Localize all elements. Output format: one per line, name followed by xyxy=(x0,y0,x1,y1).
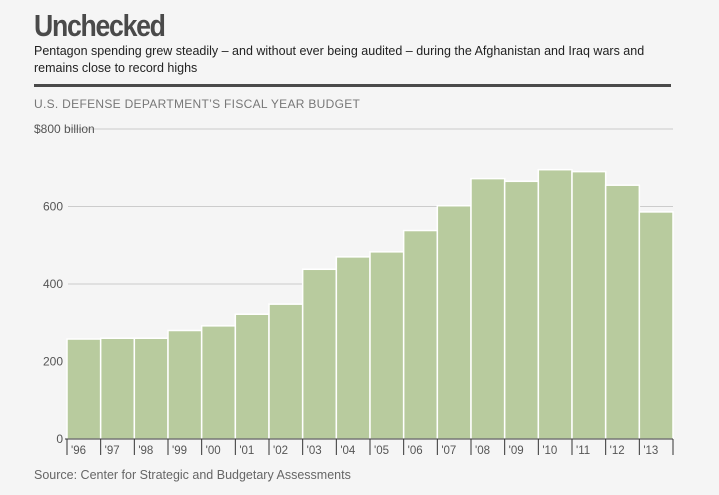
chart-title: Unchecked xyxy=(34,8,166,43)
bar-08 xyxy=(470,177,506,440)
source-note: Source: Center for Strategic and Budgeta… xyxy=(34,468,351,482)
x-tick-label: '01 xyxy=(239,445,254,457)
x-tick-label: '13 xyxy=(643,445,658,457)
y-tick-label: 0 xyxy=(56,432,63,446)
x-tick-label: '12 xyxy=(610,445,625,457)
bar-05 xyxy=(369,251,405,440)
bar-09 xyxy=(503,180,540,440)
chart-subtitle: Pentagon spending grew steadily – and wi… xyxy=(34,44,645,75)
x-tick-label: '09 xyxy=(509,445,524,457)
bar-07 xyxy=(436,204,472,440)
x-tick-label: '06 xyxy=(408,445,423,457)
bar-12 xyxy=(604,184,641,440)
x-tick-label: '07 xyxy=(441,445,456,457)
bar-01 xyxy=(234,313,270,440)
bar-02 xyxy=(268,303,304,440)
bar-10 xyxy=(537,168,573,440)
x-tick-label: '10 xyxy=(542,445,557,457)
chart-label: U.S. DEFENSE DEPARTMENT’S FISCAL YEAR BU… xyxy=(34,97,361,111)
bar-99 xyxy=(167,329,203,440)
x-tick-label: '97 xyxy=(105,445,120,457)
bar-03 xyxy=(301,268,338,440)
x-tick-label: '04 xyxy=(340,445,356,457)
x-tick-label: '98 xyxy=(138,445,153,457)
bar-11 xyxy=(571,170,607,440)
x-tick-label: '03 xyxy=(307,445,322,457)
y-tick-label: $800 billion xyxy=(34,122,95,136)
bar-13 xyxy=(638,211,674,440)
x-tick-label: '11 xyxy=(576,445,590,457)
y-tick-label: 600 xyxy=(43,200,63,214)
x-tick-label: '05 xyxy=(374,445,389,457)
x-tick-label: '02 xyxy=(273,445,288,457)
bar-97 xyxy=(99,337,136,440)
y-tick-label: 200 xyxy=(43,355,63,369)
y-tick-label: 400 xyxy=(43,277,63,291)
bar-06 xyxy=(402,229,439,440)
bar-04 xyxy=(335,256,371,440)
x-tick-label: '96 xyxy=(71,445,86,457)
x-tick-label: '08 xyxy=(475,445,490,457)
bar-96 xyxy=(66,338,102,440)
x-tick-label: '99 xyxy=(172,445,187,457)
x-tick-label: '00 xyxy=(206,445,221,457)
bar-00 xyxy=(200,325,237,440)
bar-98 xyxy=(133,337,169,440)
title-rule xyxy=(34,84,671,87)
